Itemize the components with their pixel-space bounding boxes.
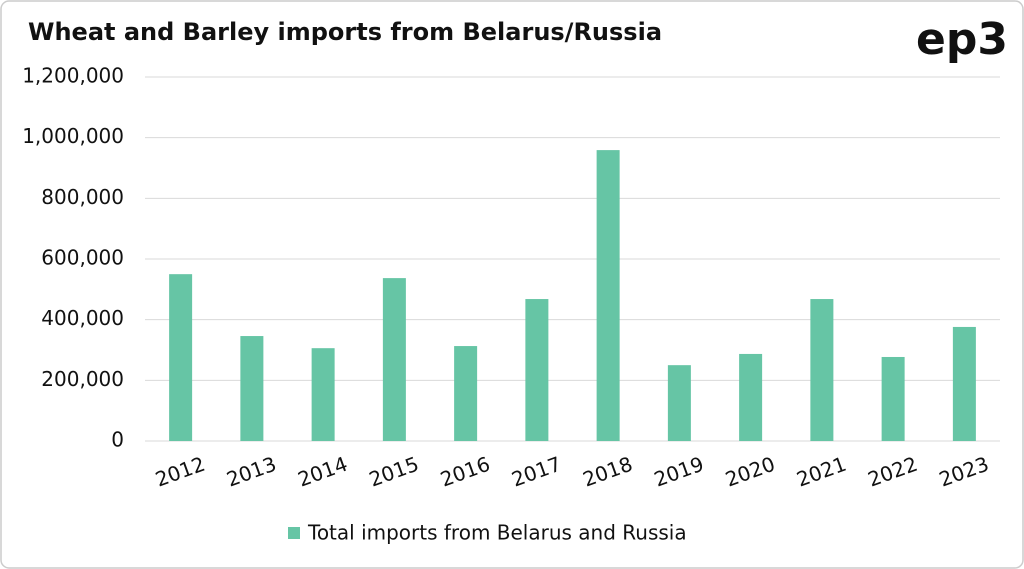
chart-title: Wheat and Barley imports from Belarus/Ru… <box>28 18 662 46</box>
bar <box>667 365 691 441</box>
bar <box>810 299 834 441</box>
legend-swatch <box>288 527 300 539</box>
bar <box>311 348 335 441</box>
legend-label: Total imports from Belarus and Russia <box>307 521 687 545</box>
bar <box>169 274 193 441</box>
bar <box>881 356 905 441</box>
y-tick-label: 200,000 <box>41 367 124 391</box>
y-tick-label: 400,000 <box>41 306 124 330</box>
bar <box>454 346 478 441</box>
logo: ep3 <box>916 14 1008 65</box>
y-tick-label: 0 <box>111 428 124 452</box>
y-tick-label: 600,000 <box>41 246 124 270</box>
bar <box>596 150 620 441</box>
y-tick-label: 800,000 <box>41 185 124 209</box>
y-tick-label: 1,000,000 <box>22 124 124 148</box>
bar <box>739 353 763 441</box>
bar <box>382 278 406 441</box>
bar <box>525 299 549 441</box>
bar <box>952 326 976 441</box>
bar <box>240 336 264 441</box>
y-tick-label: 1,200,000 <box>22 64 124 88</box>
